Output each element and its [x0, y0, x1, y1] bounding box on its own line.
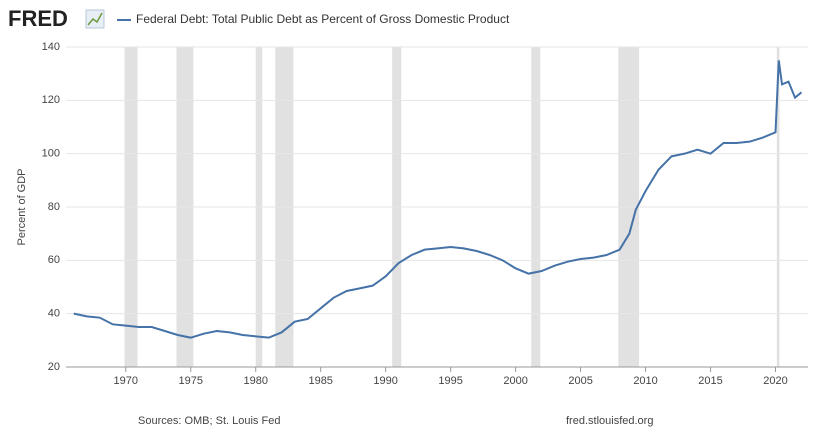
x-tick-label: 2010 [633, 375, 657, 387]
y-tick-label: 40 [48, 308, 60, 320]
y-tick-label: 20 [48, 361, 60, 373]
x-tick-label: 2020 [763, 375, 787, 387]
y-axis-label: Percent of GDP [16, 168, 28, 245]
x-tick-label: 1980 [243, 375, 267, 387]
y-tick-label: 60 [48, 254, 60, 266]
logo-icon [85, 9, 105, 29]
x-tick-label: 1975 [179, 375, 203, 387]
source: Sources: OMB; St. Louis Fed [138, 415, 280, 427]
y-tick-label: 100 [42, 148, 60, 160]
x-tick-label: 2005 [568, 375, 592, 387]
y-tick-label: 80 [48, 201, 60, 213]
x-tick-label: 1985 [308, 375, 332, 387]
x-tick-label: 2015 [698, 375, 722, 387]
x-tick-label: 1995 [438, 375, 462, 387]
y-tick-label: 140 [42, 41, 60, 53]
url: fred.stlouisfed.org [566, 415, 653, 427]
logo-icon-line [87, 12, 103, 26]
legend-label: Federal Debt: Total Public Debt as Perce… [136, 12, 510, 26]
x-tick-label: 1990 [373, 375, 397, 387]
y-tick-label: 120 [42, 94, 60, 106]
x-tick-label: 1970 [114, 375, 138, 387]
data-line [73, 60, 803, 339]
logo: FRED [8, 6, 68, 31]
x-tick-label: 2000 [503, 375, 527, 387]
